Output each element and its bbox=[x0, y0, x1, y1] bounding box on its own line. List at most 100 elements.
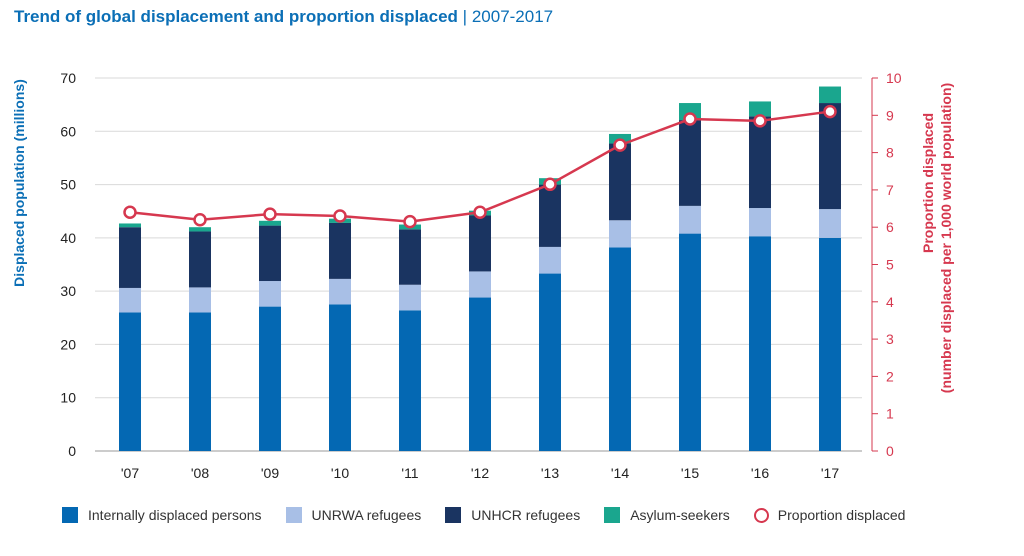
y2-tick-label: 3 bbox=[886, 331, 894, 347]
bar-segment bbox=[749, 116, 771, 209]
y2-tick-label: 7 bbox=[886, 182, 894, 198]
legend-swatch-unhcr bbox=[445, 507, 462, 523]
bar-segment bbox=[399, 310, 421, 451]
proportion-line-series bbox=[123, 104, 837, 229]
proportion-point bbox=[193, 212, 207, 227]
legend-label-asylum: Asylum-seekers bbox=[630, 507, 730, 523]
bar-segment bbox=[469, 271, 491, 298]
legend: Internally displaced persons UNRWA refug… bbox=[62, 504, 929, 526]
bar-segment bbox=[119, 227, 141, 288]
legend-swatch-unrwa bbox=[285, 507, 302, 523]
proportion-point bbox=[613, 138, 627, 152]
chart-title-main: Trend of global displacement and proport… bbox=[14, 7, 458, 26]
bar-segment bbox=[259, 306, 281, 451]
right-axis: 0 1 2 3 4 5 6 7 8 9 10 bbox=[871, 70, 902, 459]
chart-title: Trend of global displacement and proport… bbox=[14, 7, 553, 27]
proportion-point bbox=[123, 205, 137, 220]
y-tick-label: 60 bbox=[60, 123, 76, 139]
bar-segment bbox=[399, 229, 421, 285]
y-tick-label: 10 bbox=[60, 390, 76, 406]
bar-segment bbox=[189, 287, 211, 313]
bar-segment bbox=[259, 225, 281, 282]
bar-series bbox=[119, 86, 841, 451]
chart-title-separator: | bbox=[462, 7, 468, 26]
y-tick-label: 30 bbox=[60, 283, 76, 299]
bar-segment bbox=[329, 222, 351, 279]
bar-segment bbox=[609, 247, 631, 451]
x-tick-label: '10 bbox=[331, 465, 349, 481]
bar-segment bbox=[609, 220, 631, 248]
bar-segment bbox=[259, 281, 281, 307]
legend-item-unrwa: UNRWA refugees bbox=[285, 507, 422, 523]
proportion-point bbox=[753, 114, 767, 128]
bar-segment bbox=[189, 227, 211, 232]
left-axis-ticks: 0 10 20 30 40 50 60 70 bbox=[60, 70, 76, 459]
bar-segment bbox=[119, 287, 141, 313]
y-axis-label: Displaced population (millions) bbox=[11, 79, 27, 287]
proportion-point bbox=[263, 207, 277, 221]
bar-segment bbox=[819, 237, 841, 451]
legend-label-proportion: Proportion displaced bbox=[777, 507, 906, 523]
y2-tick-label: 8 bbox=[886, 145, 894, 161]
bar-segment bbox=[189, 312, 211, 451]
proportion-point bbox=[403, 214, 417, 229]
legend-label-unrwa: UNRWA refugees bbox=[311, 507, 422, 523]
x-tick-label: '13 bbox=[541, 465, 559, 481]
bar-segment bbox=[819, 209, 841, 238]
x-tick-label: '08 bbox=[191, 465, 209, 481]
y2-tick-label: 5 bbox=[886, 257, 894, 273]
proportion-point bbox=[543, 177, 557, 192]
y2-tick-label: 10 bbox=[886, 70, 902, 86]
category-axis-ticks: '07 '08 '09 '10 '11 '12 '13 '14 '15 '16 '17 bbox=[121, 465, 839, 481]
legend-swatch-idp bbox=[62, 507, 78, 523]
x-tick-label: '12 bbox=[471, 465, 489, 481]
x-tick-label: '11 bbox=[401, 465, 418, 481]
legend-item-idp: Internally displaced persons bbox=[62, 507, 262, 523]
y2-tick-label: 0 bbox=[886, 443, 894, 459]
y-tick-label: 20 bbox=[60, 336, 76, 352]
bar-segment bbox=[119, 223, 141, 228]
bar-segment bbox=[819, 103, 841, 210]
x-tick-label: '16 bbox=[751, 465, 769, 481]
bar-segment bbox=[399, 284, 421, 311]
x-tick-label: '07 bbox=[121, 465, 139, 481]
y-tick-label: 50 bbox=[60, 177, 76, 193]
bar-segment bbox=[329, 278, 351, 305]
y-tick-label: 0 bbox=[68, 443, 76, 459]
bar-segment bbox=[679, 233, 701, 451]
bar-segment bbox=[679, 120, 701, 206]
x-tick-label: '14 bbox=[611, 465, 629, 481]
legend-item-asylum: Asylum-seekers bbox=[604, 507, 730, 523]
bar-segment bbox=[469, 297, 491, 451]
chart-area: 0 10 20 30 40 50 60 70 0 1 2 3 4 5 6 7 8 9 10 '07 '08 '09 '1… bbox=[11, 70, 954, 481]
proportion-point bbox=[823, 104, 837, 119]
legend-marker-proportion bbox=[753, 507, 769, 523]
y2-tick-label: 2 bbox=[886, 368, 894, 384]
bar-segment bbox=[539, 246, 561, 274]
y2-axis-label-line1: Proportion displaced bbox=[920, 113, 936, 253]
x-tick-label: '09 bbox=[261, 465, 279, 481]
bar-segment bbox=[679, 205, 701, 234]
proportion-line bbox=[129, 110, 831, 223]
bar-segment bbox=[539, 184, 561, 247]
bar-segment bbox=[469, 215, 491, 272]
y2-axis-label-line2: (number displaced per 1,000 world popula… bbox=[938, 83, 954, 393]
bar-segment bbox=[749, 101, 771, 117]
chart-title-range: 2007-2017 bbox=[471, 7, 554, 26]
bar-segment bbox=[749, 236, 771, 451]
y-tick-label: 40 bbox=[60, 230, 76, 246]
x-tick-label: '15 bbox=[681, 465, 699, 481]
bar-segment bbox=[819, 86, 841, 104]
legend-swatch-asylum bbox=[604, 507, 621, 523]
proportion-point bbox=[333, 209, 347, 223]
x-tick-label: '17 bbox=[821, 465, 839, 481]
bar-segment bbox=[189, 231, 211, 288]
proportion-point bbox=[473, 205, 487, 220]
y2-tick-label: 1 bbox=[886, 406, 894, 422]
bar-segment bbox=[609, 143, 631, 221]
bar-segment bbox=[749, 208, 771, 237]
legend-item-unhcr: UNHCR refugees bbox=[445, 507, 580, 523]
bar-segment bbox=[329, 304, 351, 451]
y2-tick-label: 4 bbox=[886, 294, 894, 310]
bar-segment bbox=[119, 312, 141, 451]
